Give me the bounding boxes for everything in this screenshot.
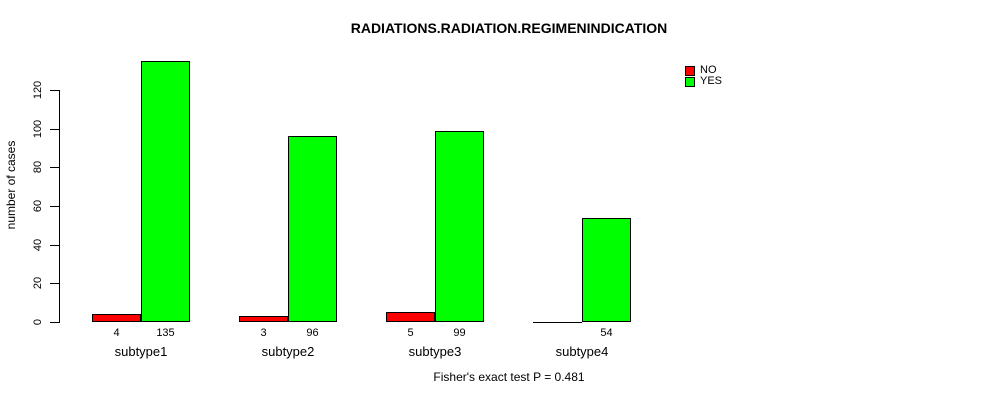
y-axis-tick (50, 90, 59, 91)
x-category-label: subtype3 (408, 344, 462, 359)
y-tick-label: 40 (32, 238, 44, 252)
bar-no-subtype2 (239, 316, 288, 322)
bar-value-label: 4 (113, 327, 120, 339)
y-axis-tick (50, 322, 59, 323)
y-axis-line (59, 90, 60, 323)
bar-value-label: 3 (260, 327, 267, 339)
bar-no-subtype3 (386, 312, 435, 322)
bar-value-label: 54 (600, 327, 613, 339)
y-axis-tick (50, 206, 59, 207)
y-tick-label: 100 (32, 119, 44, 139)
x-category-label: subtype2 (261, 344, 315, 359)
legend-swatch-no (685, 65, 695, 76)
bar-value-label: 96 (306, 327, 319, 339)
bar-yes-subtype3 (435, 131, 484, 322)
y-tick-label: 0 (32, 318, 44, 326)
y-axis-tick (50, 245, 59, 246)
legend-label-no: NO (700, 64, 717, 76)
bar-no-subtype4 (533, 322, 582, 323)
bar-yes-subtype4 (582, 218, 631, 322)
x-category-label: subtype1 (114, 344, 168, 359)
bar-no-subtype1 (92, 314, 141, 322)
y-tick-label: 60 (32, 199, 44, 213)
legend: NO YES (685, 65, 722, 87)
y-tick-label: 20 (32, 276, 44, 290)
legend-swatch-yes (685, 76, 695, 87)
legend-item-no: NO (685, 65, 722, 76)
bar-yes-subtype2 (288, 136, 337, 322)
legend-label-yes: YES (700, 75, 723, 87)
y-tick-label: 120 (32, 80, 44, 100)
legend-item-yes: YES (685, 76, 722, 87)
y-axis-tick (50, 129, 59, 130)
y-axis-label: number of cases (4, 140, 18, 230)
bar-yes-subtype1 (141, 61, 190, 322)
caption-fisher-test: Fisher's exact test P = 0.481 (433, 370, 585, 384)
bar-value-label: 5 (407, 327, 414, 339)
chart-title: RADIATIONS.RADIATION.REGIMENINDICATION (350, 20, 668, 36)
bar-value-label: 135 (156, 327, 175, 339)
x-category-label: subtype4 (555, 344, 609, 359)
y-tick-label: 80 (32, 160, 44, 174)
y-axis-tick (50, 167, 59, 168)
bar-value-label: 99 (453, 327, 466, 339)
y-axis-tick (50, 283, 59, 284)
